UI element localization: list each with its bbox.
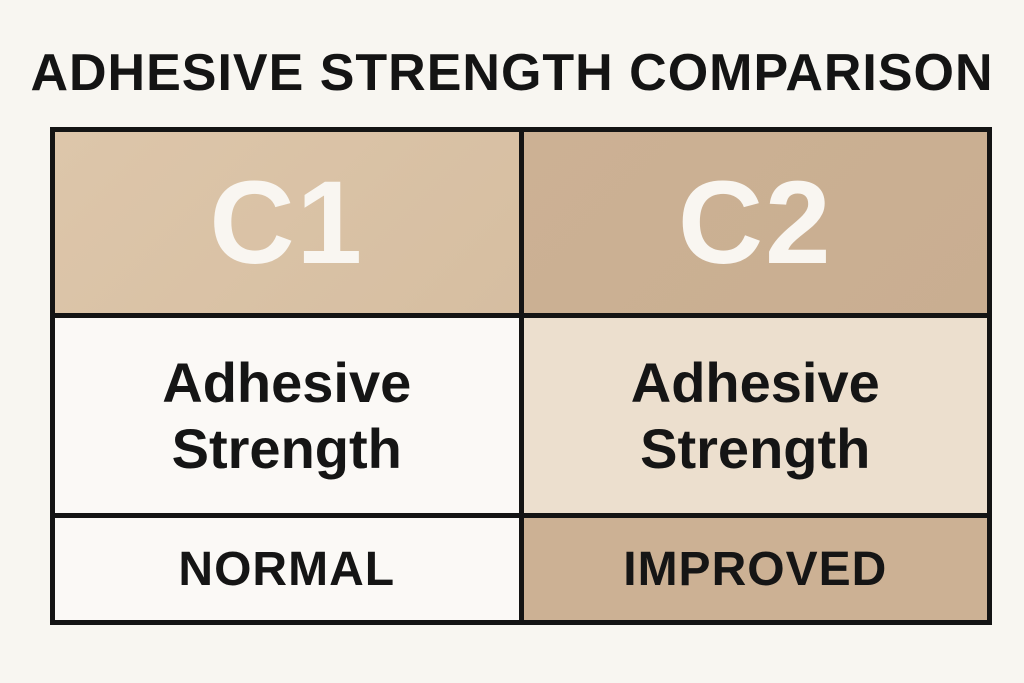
c2-property-label: Adhesive Strength [630,350,880,480]
c1-value-label: NORMAL [178,542,396,596]
c1-property-cell: Adhesive Strength [55,318,519,513]
c2-value-label: IMPROVED [623,542,888,596]
c2-value-cell: IMPROVED [523,518,987,620]
c2-property-cell: Adhesive Strength [523,318,987,513]
c2-header-label: C2 [677,156,833,289]
c1-property-label: Adhesive Strength [162,350,412,480]
diagram-title: ADHESIVE STRENGTH COMPARISON [30,44,994,102]
comparison-table: C1 C2 Adhesive Strength Adhesive Strengt… [50,127,992,625]
c1-header-cell: C1 [55,132,519,313]
c2-header-cell: C2 [523,132,987,313]
c1-value-cell: NORMAL [55,518,519,620]
c1-header-label: C1 [209,156,365,289]
